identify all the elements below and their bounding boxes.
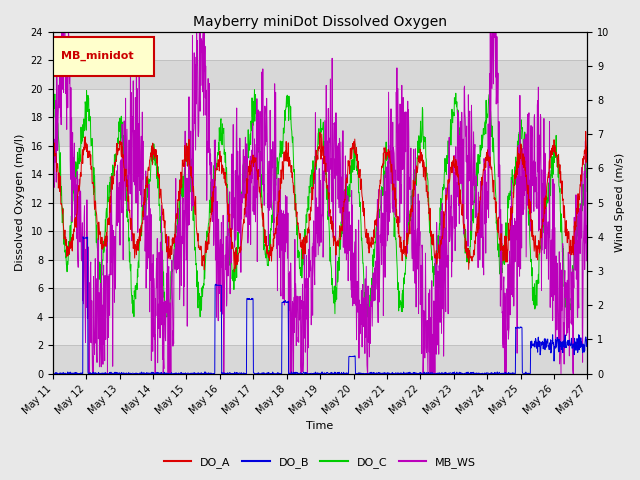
Title: Mayberry miniDot Dissolved Oxygen: Mayberry miniDot Dissolved Oxygen xyxy=(193,15,447,29)
Bar xyxy=(52,288,588,317)
FancyBboxPatch shape xyxy=(50,36,154,76)
Bar xyxy=(52,345,588,374)
Bar xyxy=(52,89,588,117)
Legend: DO_A, DO_B, DO_C, MB_WS: DO_A, DO_B, DO_C, MB_WS xyxy=(159,452,481,472)
Bar xyxy=(52,174,588,203)
Bar xyxy=(52,32,588,60)
Y-axis label: Dissolved Oxygen (mg/l): Dissolved Oxygen (mg/l) xyxy=(15,134,25,271)
X-axis label: Time: Time xyxy=(307,421,333,432)
Text: MB_minidot: MB_minidot xyxy=(61,51,133,61)
Bar xyxy=(52,231,588,260)
Bar xyxy=(52,145,588,174)
Bar xyxy=(52,117,588,145)
Y-axis label: Wind Speed (m/s): Wind Speed (m/s) xyxy=(615,153,625,252)
Bar xyxy=(52,260,588,288)
Bar xyxy=(52,60,588,89)
Bar xyxy=(52,203,588,231)
Bar xyxy=(52,317,588,345)
